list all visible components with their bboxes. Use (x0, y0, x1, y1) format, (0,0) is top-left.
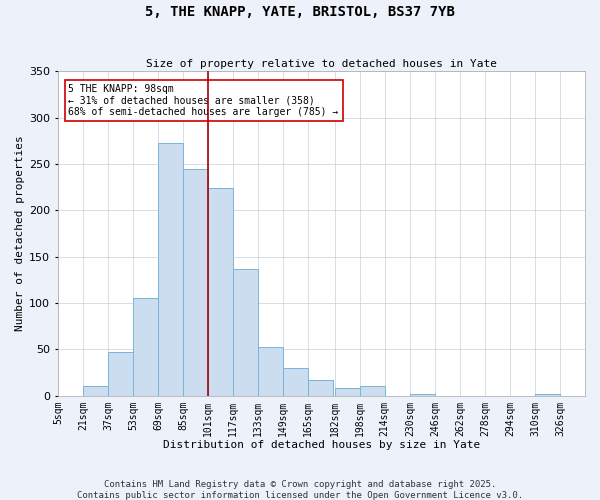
Bar (83, 386, 108, 396)
Text: 5, THE KNAPP, YATE, BRISTOL, BS37 7YB: 5, THE KNAPP, YATE, BRISTOL, BS37 7YB (145, 5, 455, 19)
X-axis label: Distribution of detached houses by size in Yate: Distribution of detached houses by size … (163, 440, 480, 450)
Bar (410, 394, 435, 396)
Y-axis label: Number of detached properties: Number of detached properties (15, 136, 25, 332)
Title: Size of property relative to detached houses in Yate: Size of property relative to detached ho… (146, 59, 497, 69)
Bar (258, 346, 283, 396)
Bar (158, 142, 183, 396)
Text: 5 THE KNAPP: 98sqm
← 31% of detached houses are smaller (358)
68% of semi-detach: 5 THE KNAPP: 98sqm ← 31% of detached hou… (68, 84, 339, 117)
Text: Contains HM Land Registry data © Crown copyright and database right 2025.
Contai: Contains HM Land Registry data © Crown c… (77, 480, 523, 500)
Bar (233, 268, 258, 396)
Bar (133, 298, 158, 396)
Bar (335, 388, 360, 396)
Bar (183, 168, 208, 396)
Bar (283, 368, 308, 396)
Bar (308, 380, 333, 396)
Bar (108, 352, 133, 396)
Bar (208, 188, 233, 396)
Bar (535, 394, 560, 396)
Bar (360, 386, 385, 396)
